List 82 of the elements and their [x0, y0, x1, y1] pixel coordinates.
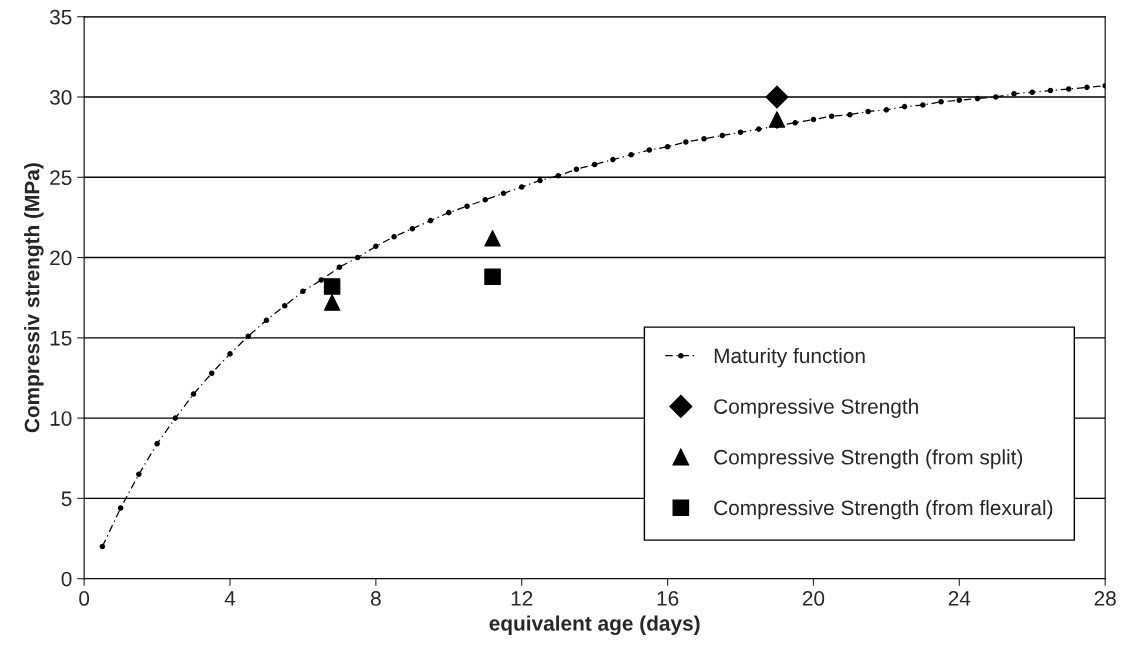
legend-label: Compressive Strength (from flexural): [714, 499, 1053, 520]
x-tick-label: 20: [802, 591, 825, 606]
point: [591, 161, 598, 168]
y-tick-label: 25: [50, 170, 72, 186]
point: [901, 103, 908, 110]
point: [117, 505, 124, 511]
point: [755, 126, 762, 132]
point: [464, 203, 470, 209]
point: [323, 278, 341, 295]
point: [847, 111, 853, 118]
y-tick-label: 15: [50, 331, 72, 346]
point: [1029, 89, 1036, 95]
y-tick-label: 20: [50, 250, 72, 266]
point: [701, 135, 707, 142]
point: [482, 196, 489, 203]
point: [354, 254, 361, 261]
point: [300, 288, 306, 295]
legend-label: Maturity function: [714, 347, 865, 368]
point: [190, 391, 197, 397]
point: [956, 97, 963, 103]
point: [391, 233, 397, 240]
y-axis-title: Compressiv strength (MPa): [24, 163, 44, 433]
point: [373, 243, 379, 250]
point: [208, 370, 215, 376]
point: [323, 294, 341, 311]
point: [336, 264, 343, 270]
point: [792, 119, 798, 126]
point: [281, 302, 288, 309]
x-tick-label: 0: [79, 591, 90, 606]
point: [263, 317, 270, 323]
point: [992, 94, 999, 100]
legend-label: Compressive Strength (from split): [714, 449, 1023, 469]
point: [810, 116, 817, 123]
x-tick-label: 16: [657, 591, 679, 606]
point: [765, 85, 789, 109]
point: [883, 107, 890, 113]
point: [1065, 86, 1072, 92]
point: [610, 156, 616, 163]
point: [409, 225, 416, 232]
y-tick-label: 30: [49, 90, 72, 105]
point: [664, 144, 671, 150]
point: [500, 190, 507, 197]
point: [938, 99, 944, 105]
point: [518, 184, 525, 190]
y-tick-label: 10: [50, 411, 72, 426]
point: [1084, 84, 1090, 91]
point: [227, 351, 233, 357]
point: [1011, 91, 1017, 97]
point: [318, 277, 324, 283]
point: [920, 102, 926, 108]
point: [537, 177, 543, 184]
x-axis-title: equivalent age (days): [489, 615, 700, 635]
point: [768, 111, 786, 128]
x-tick-label: 28: [1094, 591, 1116, 606]
point: [99, 543, 106, 550]
point: [683, 139, 689, 145]
point: [446, 209, 452, 216]
point: [484, 230, 501, 247]
point: [573, 166, 580, 173]
point: [828, 113, 835, 120]
point: [172, 415, 179, 421]
point: [154, 441, 160, 447]
point: [427, 217, 434, 224]
point: [719, 132, 726, 139]
point: [555, 172, 561, 179]
point: [646, 147, 653, 153]
point: [136, 471, 142, 478]
y-tick-label: 5: [61, 491, 72, 507]
point: [737, 129, 744, 136]
x-tick-label: 12: [511, 591, 533, 606]
point: [974, 95, 981, 102]
point: [245, 333, 252, 340]
y-tick-label: 35: [49, 9, 72, 25]
x-tick-label: 8: [370, 591, 381, 606]
legend-label: Compressive Strength: [714, 398, 918, 418]
y-tick-label: 0: [61, 571, 72, 587]
point: [1047, 87, 1054, 94]
point: [865, 108, 871, 115]
point: [484, 268, 501, 286]
point: [628, 152, 634, 158]
x-tick-label: 4: [224, 591, 236, 606]
x-tick-label: 24: [948, 591, 971, 606]
